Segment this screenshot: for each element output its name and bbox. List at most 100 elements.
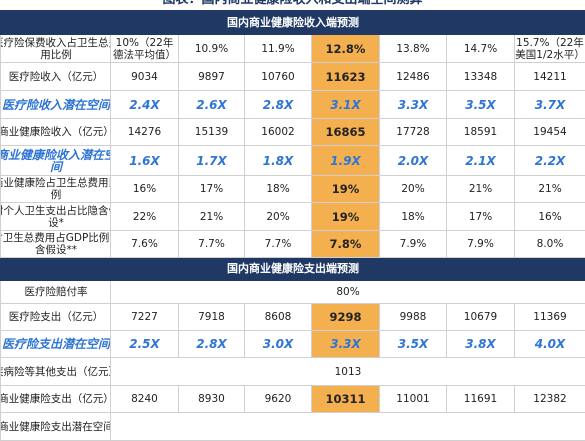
value-cell: 1.6X [111,146,179,176]
row-label-cell: 医疗险支出（亿元） [1,304,111,331]
value-cell: 1.8X [245,146,312,176]
value-cell: 9034 [111,63,179,91]
row-label: 医疗险支出（亿元） [1,311,111,323]
row-label-cell: 医疗险支出潜在空间 [1,331,111,358]
data-row: 对个人卫生支出占比隐含假设*22%21%20%19%18%17%16% [1,203,585,231]
value-cell: 11691 [447,386,515,413]
row-label-cell: 对个人卫生支出占比隐含假设* [1,203,111,231]
row-label: 医疗险收入潜在空间 [1,99,111,111]
row-label: 疾病险等其他支出（亿元） [1,366,111,378]
value-cell: 3.0X [245,331,312,358]
value-cell: 19% [312,203,380,231]
value-cell: 7.9% [380,231,447,258]
value-cell: 21% [179,203,245,231]
row-label-cell: 商业健康险收入（亿元） [1,119,111,146]
value-cell: 21% [515,176,585,203]
value-cell: 20% [380,176,447,203]
value-cell: 17% [179,176,245,203]
value-cell: 10%（22年德法平均值） [111,35,179,63]
value-cell: 18591 [447,119,515,146]
value-cell: 7.7% [245,231,312,258]
row-label: 商业健康险收入（亿元） [1,126,111,138]
value-cell: 13348 [447,63,515,91]
value-cell: 11369 [515,304,585,331]
value-cell: 9897 [179,63,245,91]
value-cell: 7918 [179,304,245,331]
row-label: 商业健康险支出（亿元） [1,393,111,405]
value-cell: 10.9% [179,35,245,63]
row-label: 医疗险保费收入占卫生总费用比例 [1,37,111,61]
value-cell: 9298 [312,304,380,331]
merged-cell: 1013 [111,358,585,386]
value-cell: 2.5X [111,331,179,358]
value-cell: 3.8X [447,331,515,358]
merged-cell: 80% [111,281,585,304]
value-cell: 7.9% [447,231,515,258]
value-cell: 10311 [312,386,380,413]
value-cell: 21% [447,176,515,203]
value-cell: 14276 [111,119,179,146]
value-cell: 16002 [245,119,312,146]
data-row: 疾病险等其他支出（亿元）1013 [1,358,585,386]
value-cell: 3.1X [312,91,380,119]
row-label-cell: 商业健康险收入潜在空间 [1,146,111,176]
value-cell: 3.5X [447,91,515,119]
value-cell: 4.0X [515,331,585,358]
row-label: 商业健康险收入潜在空间 [1,149,111,173]
value-cell: 3.7X [515,91,585,119]
value-cell: 18% [245,176,312,203]
row-label-cell: 医疗险收入潜在空间 [1,91,111,119]
row-label-cell: 商业健康险支出潜在空间 [1,413,111,441]
row-label: 商业健康险占卫生总费用比例 [1,177,111,201]
value-cell: 15.7%（22年美国1/2水平） [515,35,585,63]
empty-cell [111,413,585,441]
value-cell: 1.9X [312,146,380,176]
row-label: 医疗险支出潜在空间 [1,338,111,350]
value-cell: 2.8X [245,91,312,119]
row-label-cell: 商业健康险占卫生总费用比例 [1,176,111,203]
value-cell: 2.6X [179,91,245,119]
value-cell: 7.7% [179,231,245,258]
value-cell: 8.0% [515,231,585,258]
section-row: 国内商业健康险支出端预测 [1,258,585,281]
value-cell: 7.6% [111,231,179,258]
section-header: 国内商业健康险支出端预测 [1,258,585,281]
value-cell: 9988 [380,304,447,331]
value-cell: 11.9% [245,35,312,63]
value-cell: 17728 [380,119,447,146]
row-label: 医疗险收入（亿元） [1,71,111,83]
row-label-cell: 商业健康险支出（亿元） [1,386,111,413]
value-cell: 16% [515,203,585,231]
value-cell: 8240 [111,386,179,413]
value-cell: 15139 [179,119,245,146]
value-cell: 18% [380,203,447,231]
data-row: 商业健康险支出潜在空间 [1,413,585,441]
value-cell: 17% [447,203,515,231]
value-cell: 8930 [179,386,245,413]
section-row: 国内商业健康险收入端预测 [1,11,585,35]
row-label: 商业健康险支出潜在空间 [1,421,111,433]
value-cell: 3.3X [312,331,380,358]
forecast-table: 国内商业健康险收入端预测医疗险保费收入占卫生总费用比例10%（22年德法平均值）… [0,10,585,441]
row-label: 对个人卫生支出占比隐含假设* [1,205,111,229]
value-cell: 12486 [380,63,447,91]
value-cell: 12.8% [312,35,380,63]
row-label-cell: 医疗险收入（亿元） [1,63,111,91]
data-row: 对卫生总费用占GDP比例隐含假设**7.6%7.7%7.7%7.8%7.9%7.… [1,231,585,258]
value-cell: 22% [111,203,179,231]
value-cell: 10679 [447,304,515,331]
value-cell: 2.4X [111,91,179,119]
value-cell: 14211 [515,63,585,91]
value-cell: 16865 [312,119,380,146]
value-cell: 19% [312,176,380,203]
value-cell: 14.7% [447,35,515,63]
value-cell: 2.2X [515,146,585,176]
value-cell: 8608 [245,304,312,331]
data-row: 商业健康险占卫生总费用比例16%17%18%19%20%21%21% [1,176,585,203]
